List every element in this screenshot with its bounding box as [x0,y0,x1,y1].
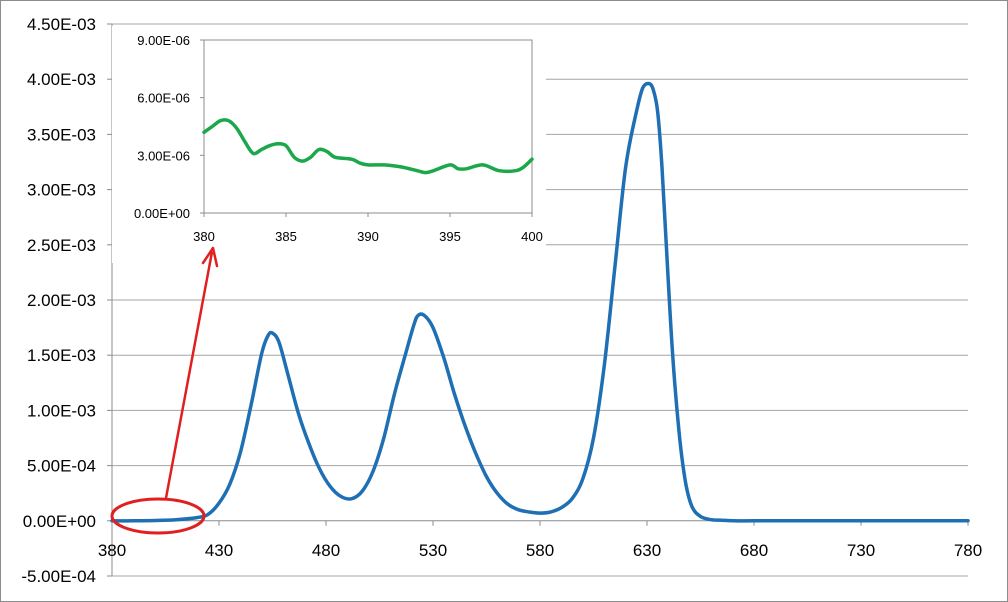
main-y-tick-label: 3.00E-03 [27,181,96,200]
main-y-tick-label: 5.00E-04 [27,457,96,476]
main-y-tick-label: -5.00E-04 [21,567,96,586]
main-y-tick-label: 2.00E-03 [27,291,96,310]
main-x-tick-label: 530 [419,541,447,560]
main-x-tick-label: 380 [98,541,126,560]
inset-y-tick-label: 3.00E-06 [137,148,190,163]
main-x-tick-label: 730 [847,541,875,560]
inset-x-tick-label: 395 [439,229,461,244]
main-series-layer [110,81,970,523]
inset-y-tick-label: 0.00E+00 [134,206,190,221]
inset-y-tick-label: 6.00E-06 [137,91,190,106]
main-y-tick-label: 1.00E-03 [27,401,96,420]
main-x-tick-label: 580 [526,541,554,560]
main-x-tick-label: 480 [312,541,340,560]
inset-series-line [202,118,534,175]
zoom-callout [110,246,219,535]
inset-x-tick-label: 380 [193,229,215,244]
main-x-tick-label: 630 [633,541,661,560]
main-y-tick-label: 2.50E-03 [27,236,96,255]
main-x-tick-label: 780 [954,541,982,560]
inset-x-tick-label: 390 [357,229,379,244]
main-x-tick-label: 680 [740,541,768,560]
main-y-tick-label: 4.00E-03 [27,70,96,89]
callout-arrow-head [201,246,219,268]
main-series-line [110,81,970,523]
main-y-tick-label: 1.50E-03 [27,346,96,365]
inset-x-tick-label: 385 [275,229,297,244]
inset-background [112,26,546,263]
main-x-tick-labels: 380 430 480 530 580 630 680 730 780 [98,541,982,560]
inset-y-tick-label: 9.00E-06 [137,33,190,48]
main-y-tick-labels: 4.50E-03 4.00E-03 3.50E-03 3.00E-03 2.50E-03… [21,15,96,586]
main-x-tick-label: 430 [205,541,233,560]
zoom-region-ellipse [110,497,206,535]
inset-x-tick-label: 400 [521,229,543,244]
main-y-tick-label: 4.50E-03 [27,15,96,34]
callout-arrow-shaft [164,251,214,499]
main-y-tick-label: 0.00E+00 [23,512,96,531]
main-y-tick-label: 3.50E-03 [27,125,96,144]
